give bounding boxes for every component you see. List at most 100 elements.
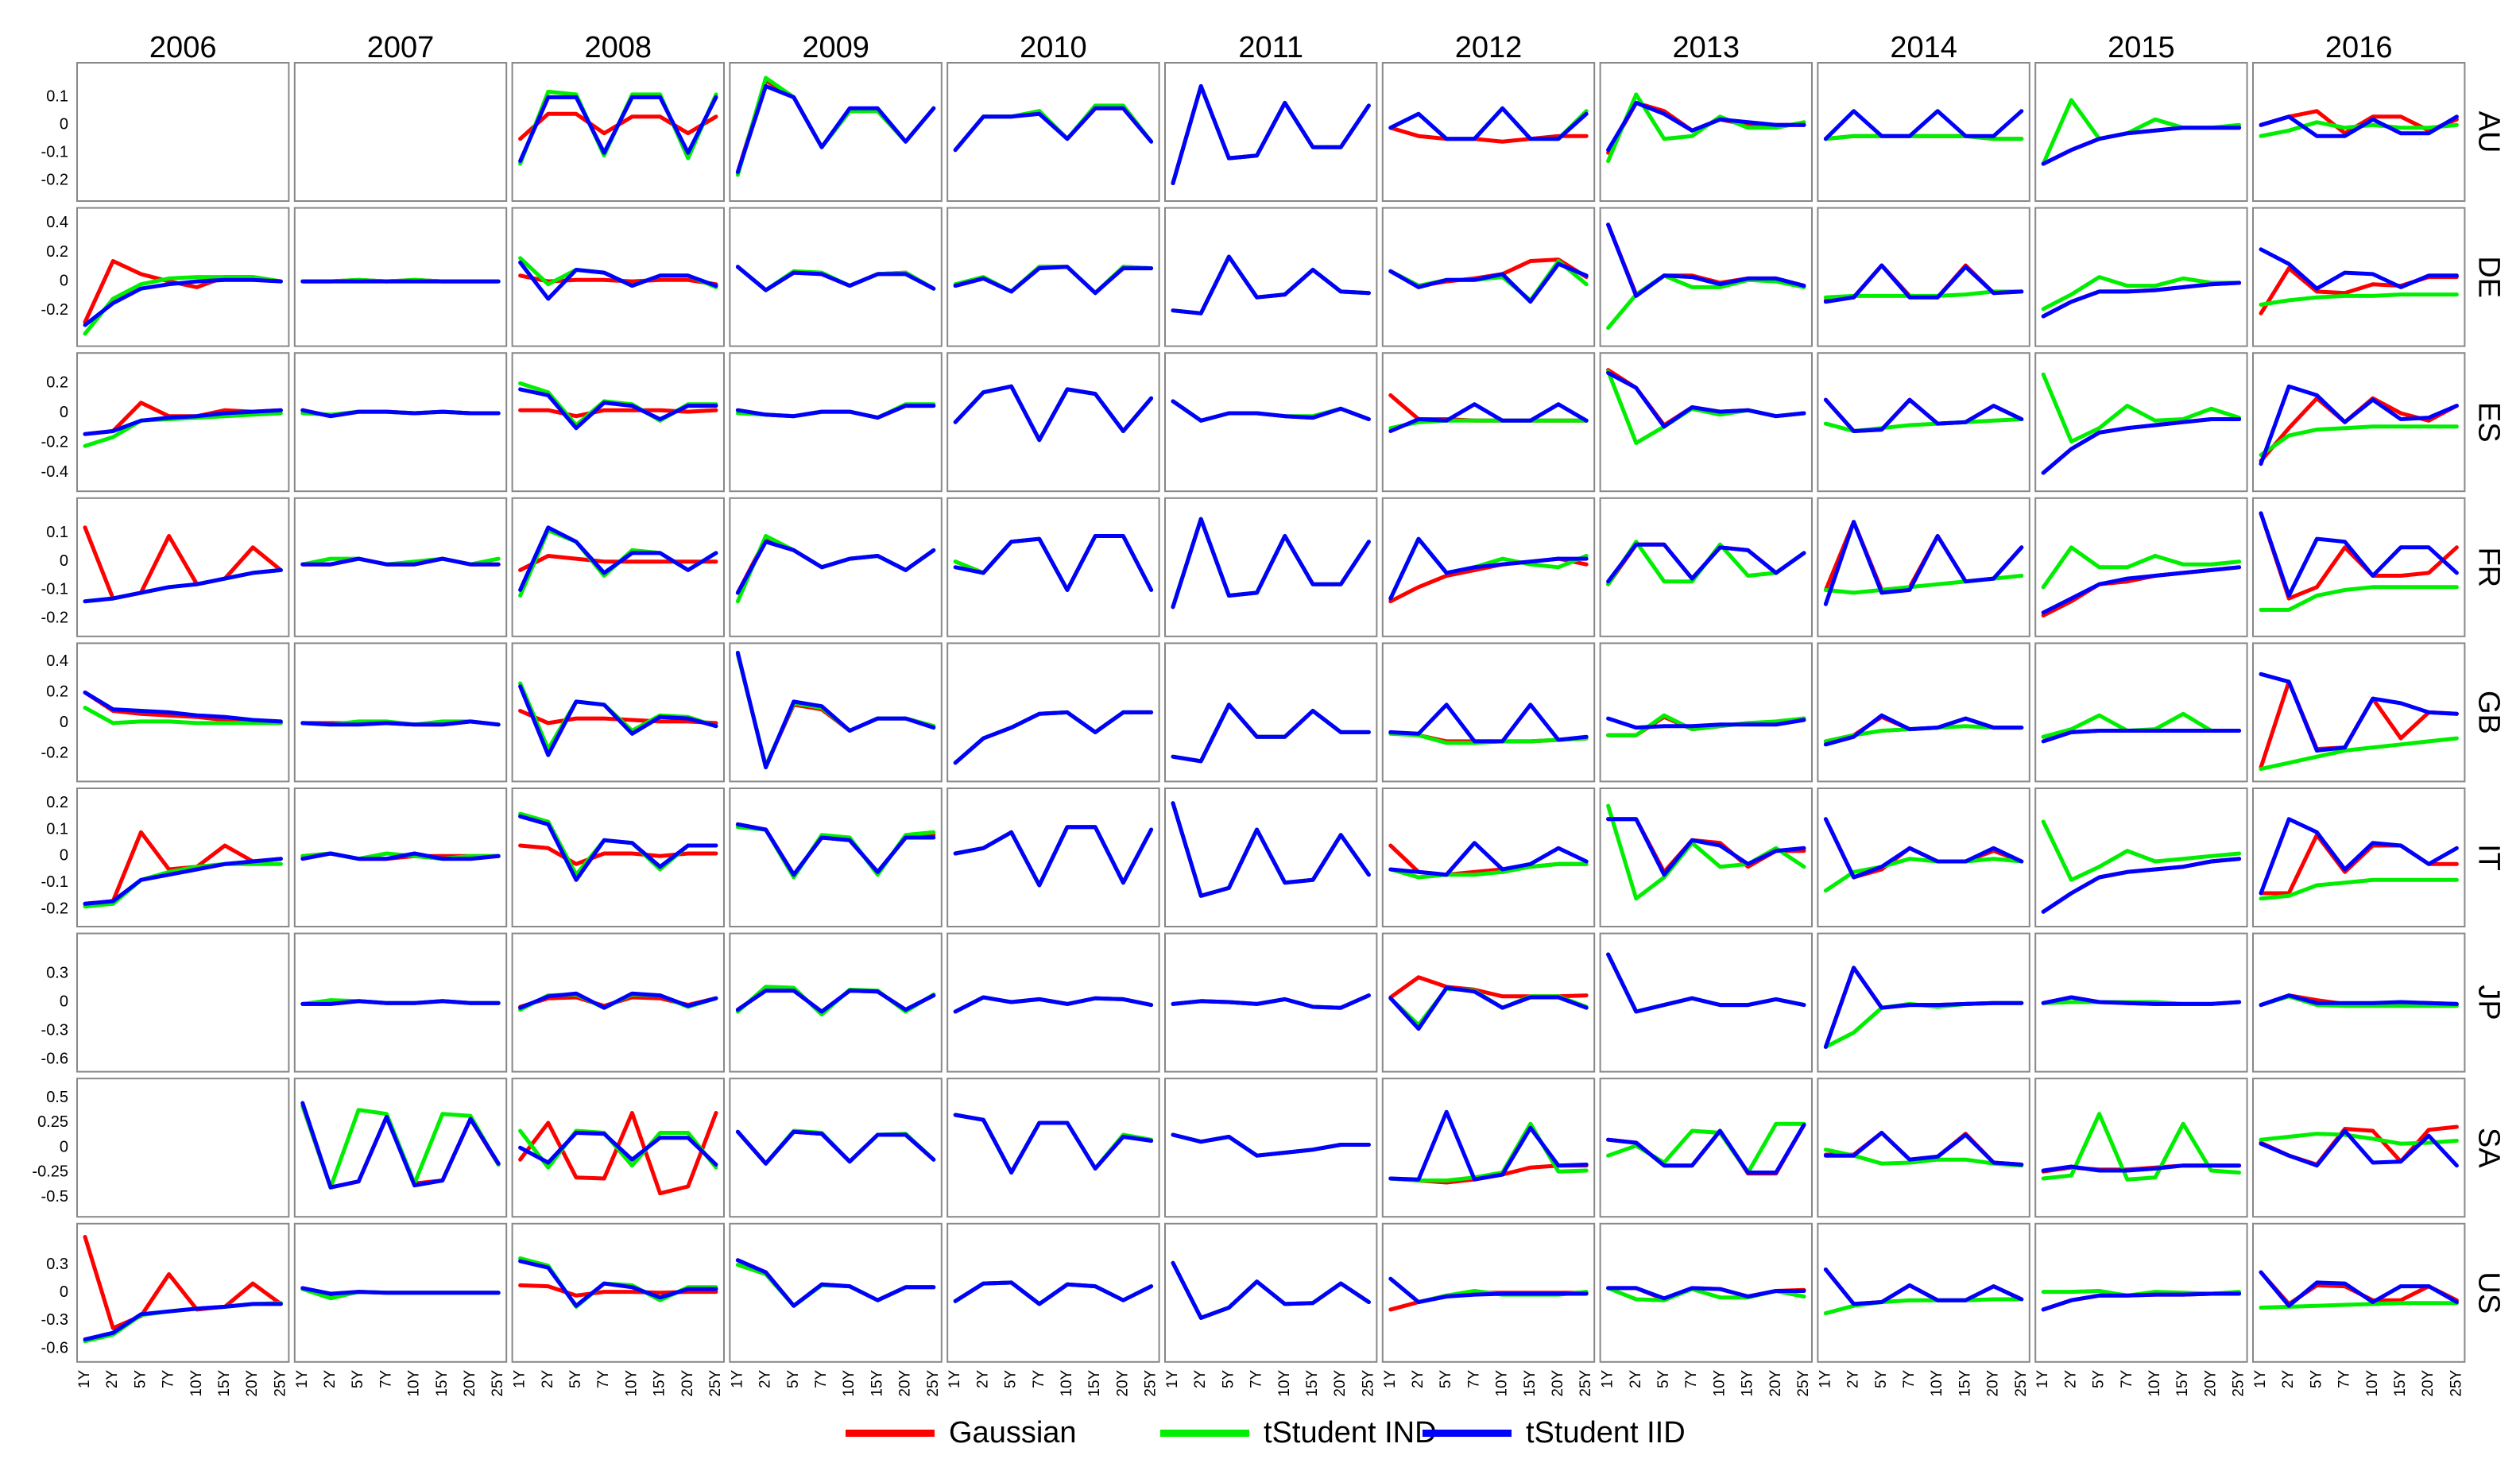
series-line-tstudent-iid [2259,114,2459,138]
series-line-tstudent-iid [518,525,718,592]
series-line-tstudent-iid [735,83,936,175]
panel-frame [1599,207,1813,347]
series-line-tstudent-iid [300,1286,501,1296]
x-tick-label: 20Y [1985,1369,2002,1396]
year-header: 2011 [1238,31,1303,64]
series-line-tstudent-iid [1606,952,1806,1014]
series-line-tstudent-ind [2259,292,2459,307]
country-label: ES [2472,402,2505,443]
series-line-tstudent-iid [1388,985,1589,1031]
panel-frame [76,497,290,637]
series-line-tstudent-iid [1606,370,1806,429]
series-line-tstudent-ind [1606,803,1806,901]
y-tick-label: -0.2 [41,900,68,917]
panel-frame [946,352,1160,493]
y-tick-label: -0.3 [41,1311,68,1329]
panel-frame [2034,207,2248,347]
year-header: 2008 [585,31,652,64]
series-line-tstudent-ind [2041,819,2242,882]
panel-frame [76,62,290,202]
y-tick-label: -0.6 [41,1339,68,1357]
legend-swatch-tstudent-iid [1423,1429,1512,1437]
series-line-tstudent-ind [1823,857,2024,893]
y-tick-label: 0.2 [46,794,68,811]
y-tick-label: 0.4 [46,214,68,231]
x-tick-label: 2Y [1410,1369,1426,1388]
panel-frame [2252,352,2466,493]
series-line-tstudent-iid [1171,993,1371,1010]
x-tick-label: 20Y [1767,1369,1784,1396]
x-tick-label: 2Y [2280,1369,2297,1388]
x-tick-label: 15Y [1522,1369,1539,1396]
series-line-tstudent-ind [2259,585,2459,612]
y-tick-label: 0.1 [46,524,68,541]
x-tick-label: 7Y [1465,1369,1482,1388]
series-line-tstudent-iid [1171,517,1371,610]
series-line-tstudent-ind [2259,736,2459,772]
panel-frame [1381,1078,1596,1218]
series-line-tstudent-iid [1823,109,2024,141]
series-line-tstudent-iid [518,684,718,757]
series-line-tstudent-iid [953,384,1154,443]
year-header: 2013 [1673,31,1740,64]
series-line-tstudent-iid [953,1280,1154,1306]
x-tick-label: 15Y [216,1369,233,1396]
series-line-gaussian [83,1235,283,1330]
x-tick-label: 7Y [2336,1369,2353,1388]
panel-frame [2034,352,2248,493]
series-line-tstudent-iid [300,851,501,861]
x-tick-label: 20Y [1332,1369,1349,1396]
series-line-tstudent-iid [2041,417,2242,475]
series-line-tstudent-iid [1388,702,1589,744]
x-tick-label: 20Y [2420,1369,2437,1396]
legend-swatch-tstudent-ind [1160,1429,1249,1437]
panel-frame [1817,1078,2030,1218]
panel-frame [1599,497,1813,637]
y-tick-label: -0.2 [41,301,68,319]
series-line-tstudent-ind [2259,1301,2459,1310]
x-tick-label: 10Y [188,1369,205,1396]
x-tick-label: 7Y [161,1369,177,1388]
x-tick-label: 25Y [1795,1369,1812,1396]
series-line-tstudent-iid [1388,841,1589,877]
series-line-tstudent-iid [2041,281,2242,319]
series-line-tstudent-iid [2259,1270,2459,1308]
legend-item-tstudent-iid: tStudent IID [1423,1413,1686,1453]
y-tick-label: 0.3 [46,1256,68,1273]
x-tick-label: 2Y [757,1369,774,1388]
legend-item-tstudent-ind: tStudent IND [1160,1413,1437,1453]
panel-frame [2252,497,2466,637]
panel-frame [293,497,508,637]
series-line-tstudent-ind [1388,418,1589,431]
country-label: DE [2472,256,2505,298]
x-tick-label: 5Y [132,1369,149,1388]
series-line-tstudent-ind [2041,372,2242,444]
series-line-tstudent-iid [2041,995,2242,1006]
series-line-tstudent-iid [518,1259,718,1308]
series-line-tstudent-ind [2041,1112,2242,1182]
x-tick-label: 10Y [406,1369,423,1396]
y-tick-label: -0.2 [41,609,68,626]
x-tick-label: 2Y [322,1369,339,1388]
y-tick-label: 0.2 [46,243,68,261]
x-tick-label: 20Y [1114,1369,1131,1396]
series-line-tstudent-iid [300,556,501,567]
x-tick-label: 15Y [652,1369,668,1396]
series-line-tstudent-iid [1606,1123,1806,1175]
x-tick-label: 7Y [1248,1369,1265,1388]
panel-frame [1381,932,1596,1073]
x-tick-label: 1Y [2034,1369,2051,1388]
x-tick-label: 25Y [2013,1369,2030,1396]
x-tick-label: 25Y [2231,1369,2247,1396]
series-line-tstudent-iid [953,825,1154,888]
series-line-tstudent-iid [1823,713,2024,747]
panel-frame [729,1222,943,1363]
series-line-tstudent-ind [83,706,283,726]
legend-label-tstudent-iid: tStudent IID [1526,1415,1686,1449]
x-tick-label: 25Y [490,1369,506,1396]
panel-frame [1381,642,1596,783]
series-line-tstudent-iid [735,822,936,877]
series-line-gaussian [1388,126,1589,144]
y-tick-label: -0.2 [41,171,68,188]
series-line-tstudent-iid [83,690,283,724]
